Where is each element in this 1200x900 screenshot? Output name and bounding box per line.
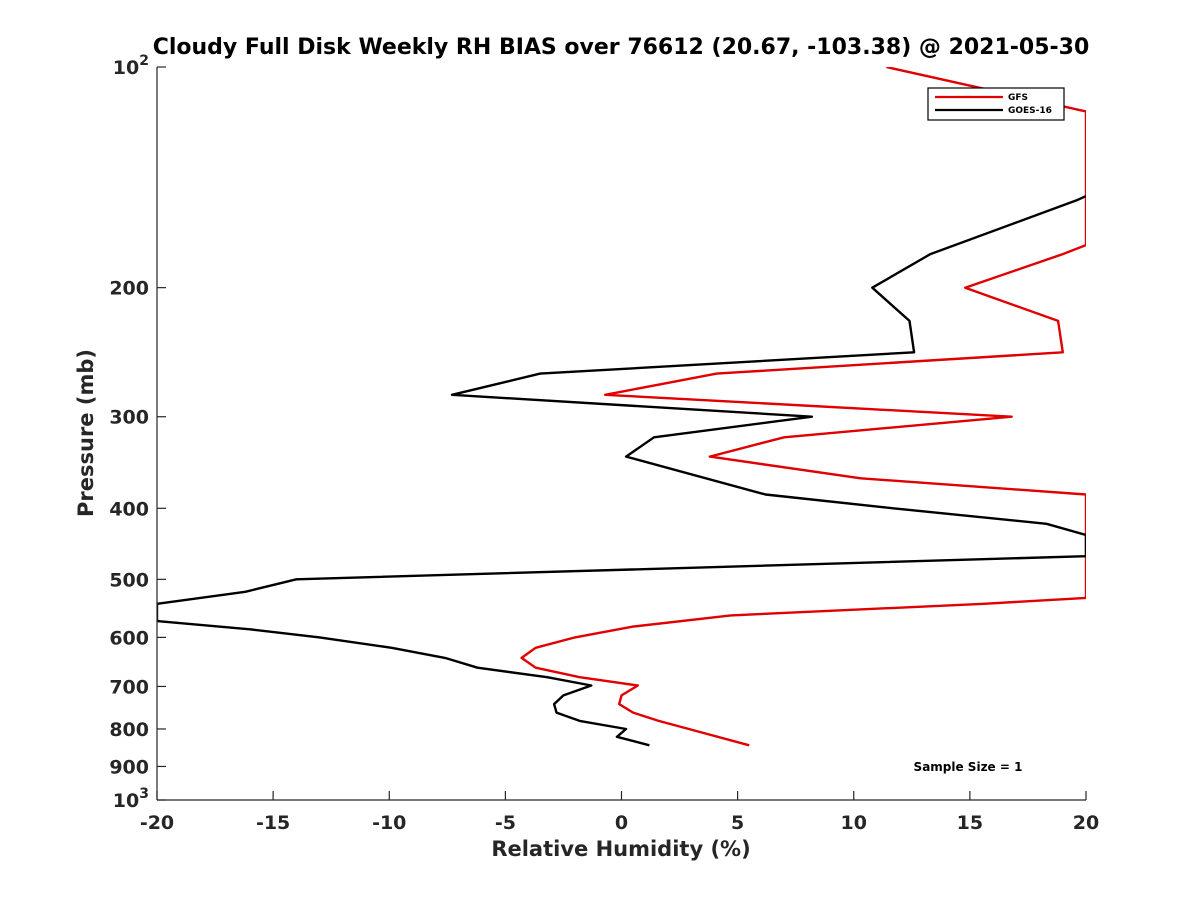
chart-title: Cloudy Full Disk Weekly RH BIAS over 766… <box>153 35 1090 60</box>
y-tick-label: 103 <box>113 786 149 812</box>
x-tick-label: -20 <box>140 812 174 834</box>
x-tick-label: -10 <box>372 812 406 834</box>
legend-box <box>927 87 1065 121</box>
y-axis-label: Pressure (mb) <box>74 349 98 517</box>
series-line-goes16 <box>157 195 1086 747</box>
x-tick-label: 5 <box>731 812 744 834</box>
y-tick-label: 400 <box>109 498 149 520</box>
y-tick-label: 200 <box>109 278 149 300</box>
legend-label-goes16: GOES-16 <box>1008 106 1052 116</box>
legend-label-gfs: GFS <box>1008 93 1028 103</box>
x-ticks: -20 -15 -10 -5 0 5 10 15 20 <box>140 791 1099 834</box>
y-tick-label: 900 <box>109 756 149 778</box>
y-ticks: 102 200 300 400 500 600 700 800 900 103 <box>109 53 166 812</box>
y-tick-label: 600 <box>109 627 149 649</box>
x-tick-label: 15 <box>957 812 983 834</box>
x-tick-label: -5 <box>495 812 516 834</box>
y-tick-label: 700 <box>109 676 149 698</box>
x-tick-label: 10 <box>841 812 867 834</box>
x-tick-label: 20 <box>1073 812 1099 834</box>
series-group <box>157 67 1086 747</box>
plot-area <box>157 67 1086 800</box>
y-tick-label: 102 <box>113 53 149 79</box>
x-tick-label: -15 <box>256 812 290 834</box>
y-tick-label: 300 <box>109 407 149 429</box>
y-tick-label: 800 <box>109 719 149 741</box>
x-axis-label: Relative Humidity (%) <box>491 837 750 861</box>
y-tick-label: 500 <box>109 569 149 591</box>
legend: GFS GOES-16 <box>927 87 1065 121</box>
series-line-gfs <box>520 67 1086 747</box>
sample-size-annotation: Sample Size = 1 <box>914 760 1023 774</box>
series-layer <box>157 67 1086 747</box>
x-tick-label: 0 <box>615 812 628 834</box>
